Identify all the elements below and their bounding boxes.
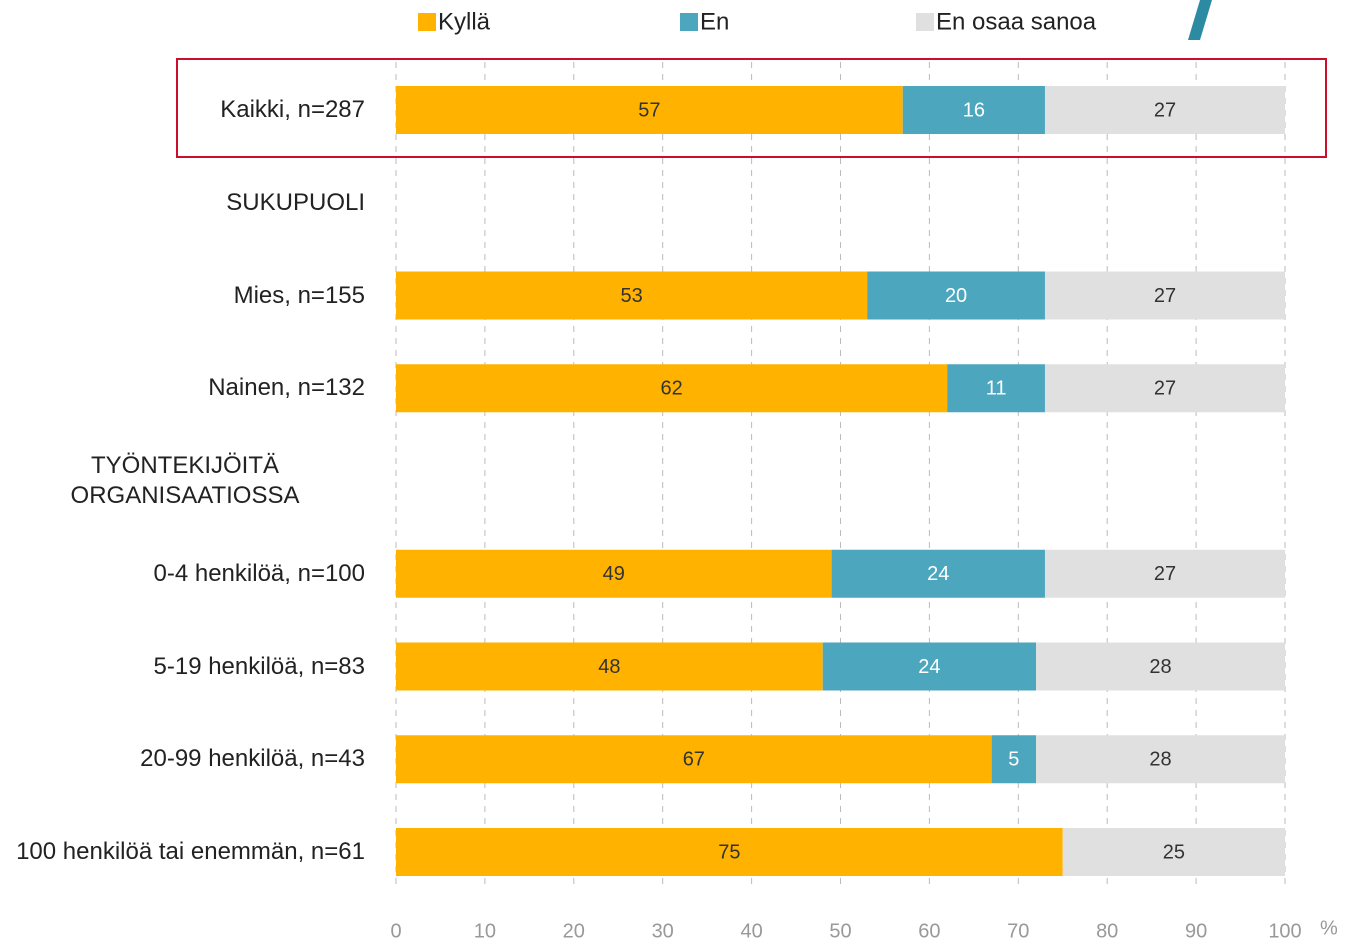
x-tick-label: 100 bbox=[1268, 920, 1301, 942]
legend-label: En osaa sanoa bbox=[936, 8, 1097, 35]
x-tick-label: 10 bbox=[474, 920, 496, 942]
bar-segment bbox=[1036, 735, 1285, 784]
data-label: 28 bbox=[1149, 749, 1171, 771]
category-label: Mies, n=155 bbox=[233, 281, 365, 309]
x-tick-label: 40 bbox=[740, 920, 762, 942]
data-label: 20 bbox=[945, 285, 967, 307]
data-label: 48 bbox=[598, 656, 620, 678]
legend-swatch bbox=[418, 13, 436, 31]
bar-segment bbox=[396, 642, 823, 691]
data-label: 53 bbox=[620, 285, 642, 307]
data-label: 24 bbox=[927, 563, 949, 585]
bar-segment bbox=[396, 828, 1063, 876]
bar-segment bbox=[1044, 549, 1285, 598]
bar-segment bbox=[902, 86, 1045, 134]
bar-segment bbox=[822, 642, 1037, 691]
bar-segment bbox=[991, 735, 1037, 784]
category-label: 5-19 henkilöä, n=83 bbox=[153, 652, 366, 680]
x-tick-label: 0 bbox=[390, 920, 401, 942]
category-label: 100 henkilöä tai enemmän, n=61 bbox=[16, 838, 365, 865]
x-tick-label: 90 bbox=[1185, 920, 1207, 942]
data-label: 11 bbox=[986, 378, 1007, 400]
legend-swatch bbox=[916, 13, 934, 31]
x-tick-label: 70 bbox=[1007, 920, 1029, 942]
legend-swatch bbox=[680, 13, 698, 31]
x-tick-label: 80 bbox=[1096, 920, 1118, 942]
decoration bbox=[1188, 0, 1212, 40]
bar-segment bbox=[831, 549, 1045, 598]
bar-segment bbox=[867, 271, 1045, 320]
data-label: 75 bbox=[718, 841, 740, 863]
data-label: 5 bbox=[1008, 749, 1019, 771]
data-label: 27 bbox=[1154, 285, 1176, 307]
category-label: TYÖNTEKIJÖITÄ ORGANISAATIOSSA bbox=[70, 452, 300, 509]
category-label: 20-99 henkilöä, n=43 bbox=[140, 745, 365, 773]
category-label: Kaikki, n=287 bbox=[220, 96, 365, 123]
data-label: 24 bbox=[918, 656, 940, 678]
bar-segment bbox=[1036, 642, 1285, 691]
x-tick-label: 30 bbox=[652, 920, 674, 942]
bar-segment bbox=[1044, 271, 1285, 320]
category-label: 0-4 henkilöä, n=100 bbox=[153, 559, 366, 587]
bar-segment bbox=[1062, 828, 1285, 876]
bar-segment bbox=[1044, 364, 1285, 413]
bar-segment bbox=[396, 364, 948, 413]
data-label: 28 bbox=[1149, 656, 1171, 678]
bar-segment bbox=[396, 735, 992, 784]
legend-label: Kyllä bbox=[438, 8, 491, 35]
x-unit: % bbox=[1320, 917, 1338, 939]
bar-segment bbox=[1044, 86, 1285, 134]
bar-segment bbox=[396, 271, 868, 320]
bar-segment bbox=[947, 364, 1045, 413]
data-label: 25 bbox=[1163, 841, 1185, 863]
bar-segment bbox=[396, 86, 903, 134]
highlight-box bbox=[176, 58, 1327, 158]
data-label: 62 bbox=[660, 378, 682, 400]
data-label: 27 bbox=[1154, 99, 1176, 121]
x-tick-label: 20 bbox=[563, 920, 585, 942]
x-tick-label: 50 bbox=[829, 920, 851, 942]
x-tick-label: 60 bbox=[918, 920, 940, 942]
data-label: 49 bbox=[603, 563, 625, 585]
data-label: 27 bbox=[1154, 378, 1176, 400]
legend-label: En bbox=[700, 8, 729, 35]
data-label: 16 bbox=[963, 99, 985, 121]
category-label: SUKUPUOLI bbox=[226, 188, 365, 216]
data-label: 67 bbox=[683, 749, 705, 771]
data-label: 57 bbox=[638, 99, 660, 121]
data-label: 27 bbox=[1154, 563, 1176, 585]
bar-segment bbox=[396, 549, 832, 598]
category-label: Nainen, n=132 bbox=[208, 374, 365, 402]
